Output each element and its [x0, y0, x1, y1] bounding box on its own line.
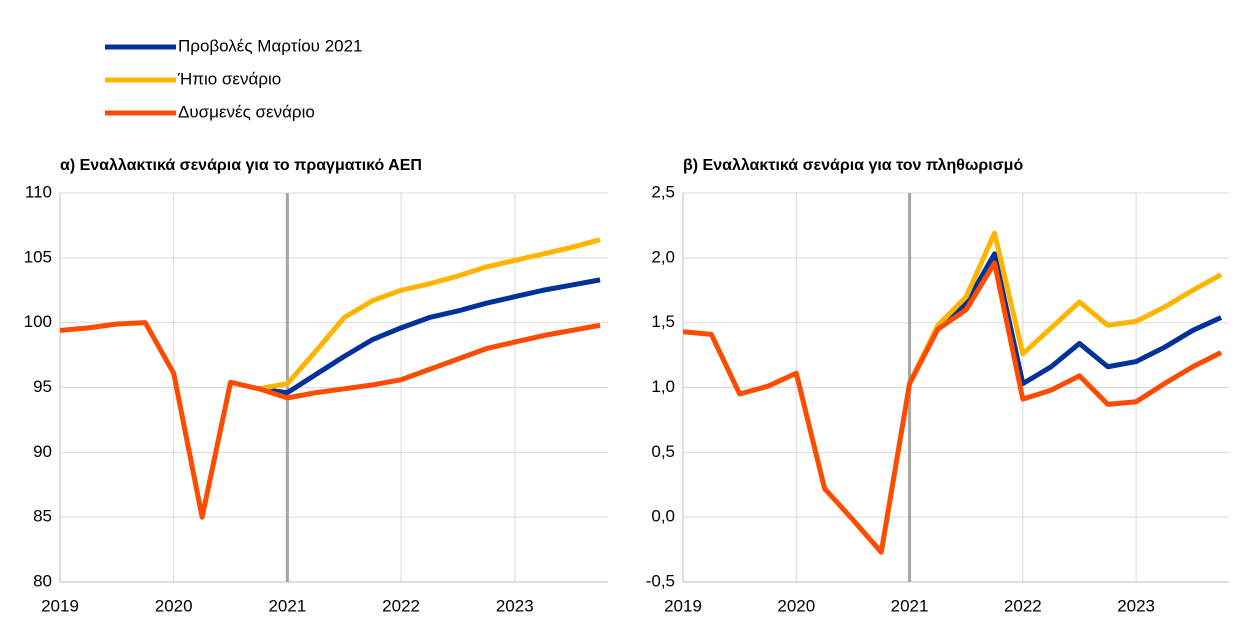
x-tick-label: 2020 [777, 596, 815, 615]
x-tick-label: 2021 [268, 596, 306, 615]
y-tick-label: 1,5 [651, 312, 675, 331]
series-line [258, 277, 601, 396]
legend-label: Δυσμενές σενάριο [178, 102, 315, 121]
y-tick-label: 2,0 [651, 247, 675, 266]
y-tick-label: 85 [33, 507, 52, 526]
series-line [907, 230, 1223, 385]
x-tick-label: 2021 [891, 596, 929, 615]
y-tick-label: 1,0 [651, 377, 675, 396]
series-line [258, 237, 601, 392]
chart-title: α) Εναλλακτικά σενάρια για το πραγματικό… [60, 157, 422, 174]
y-tick-label: 90 [33, 442, 52, 461]
y-tick-label: 100 [24, 312, 52, 331]
y-tick-label: 110 [25, 182, 52, 201]
y-tick-label: -0,5 [646, 571, 675, 590]
series-line [907, 251, 1223, 387]
x-tick-label: 2020 [155, 596, 193, 615]
x-tick-label: 2023 [1117, 596, 1155, 615]
series-line [59, 320, 601, 520]
y-tick-label: 95 [33, 377, 52, 396]
y-tick-label: 80 [33, 571, 52, 590]
y-tick-label: 105 [24, 247, 52, 266]
series-line [682, 260, 1223, 555]
x-tick-label: 2023 [496, 596, 534, 615]
x-tick-label: 2022 [382, 596, 420, 615]
x-tick-label: 2019 [41, 596, 79, 615]
x-tick-label: 2019 [664, 596, 702, 615]
chart-title: β) Εναλλακτικά σενάρια για τον πληθωρισμ… [683, 157, 1023, 174]
y-tick-label: 2,5 [651, 182, 675, 201]
y-tick-label: 0,5 [651, 442, 675, 461]
legend-label: Ήπιο σενάριο [177, 69, 281, 88]
legend-label: Προβολές Μαρτίου 2021 [178, 36, 363, 55]
x-tick-label: 2022 [1004, 596, 1042, 615]
y-tick-label: 0,0 [651, 507, 675, 526]
